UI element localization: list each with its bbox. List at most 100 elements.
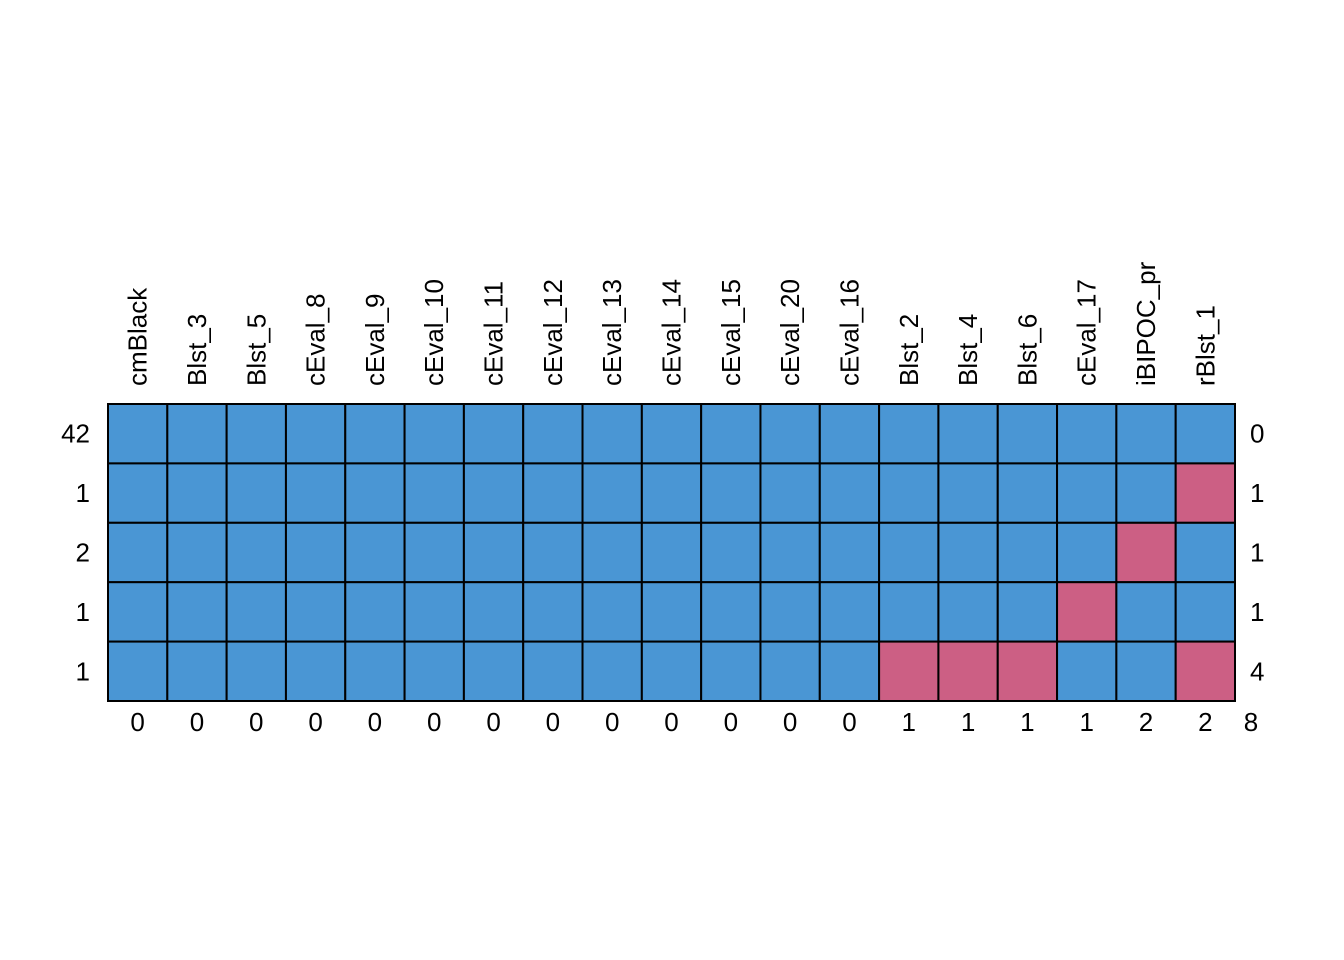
observed-cell <box>344 403 406 465</box>
observed-cell <box>166 521 228 584</box>
column-missing-total-label: 0 <box>368 707 382 737</box>
column-missing-total-label: 0 <box>605 707 619 737</box>
observed-cell <box>1115 462 1177 524</box>
observed-cell <box>581 462 643 524</box>
observed-cell <box>996 521 1059 584</box>
column-missing-total-labels: 0 0 0 0 0 0 0 0 0 0 0 0 0 1 1 1 1 2 2 <box>130 707 1212 737</box>
variable-label: cEval_9 <box>360 294 390 387</box>
missing-cell <box>996 640 1059 702</box>
observed-cell <box>937 462 999 524</box>
observed-cell <box>462 640 525 702</box>
column-missing-total-label: 0 <box>190 707 204 737</box>
observed-cell <box>581 640 643 702</box>
column-missing-total-label: 2 <box>1139 707 1153 737</box>
column-missing-total-label: 1 <box>961 707 975 737</box>
pattern-count-label: 1 <box>76 656 90 686</box>
observed-cell <box>878 462 940 524</box>
observed-cell <box>1174 521 1236 584</box>
variable-label: cmBlack <box>123 287 153 386</box>
observed-cell <box>818 521 881 584</box>
observed-cell <box>522 462 584 524</box>
missing-cell <box>1174 640 1236 702</box>
total-missing-label: 8 <box>1244 707 1258 737</box>
observed-cell <box>166 581 228 643</box>
observed-cell <box>403 521 465 584</box>
observed-cell <box>878 581 940 643</box>
observed-cell <box>1056 403 1118 465</box>
pattern-count-label: 2 <box>76 538 90 568</box>
observed-cell <box>640 403 703 465</box>
column-missing-total-label: 0 <box>130 707 144 737</box>
observed-cell <box>462 403 525 465</box>
observed-cell <box>284 640 347 702</box>
variable-label: Blst_5 <box>241 314 271 386</box>
variable-label: cEval_8 <box>301 294 331 387</box>
variable-label: cEval_20 <box>775 279 805 386</box>
observed-cell <box>522 640 584 702</box>
column-missing-total-label: 0 <box>249 707 263 737</box>
observed-cell <box>640 581 703 643</box>
variable-label: cEval_14 <box>657 279 687 386</box>
observed-cell <box>1056 462 1118 524</box>
observed-cell <box>581 403 643 465</box>
observed-cell <box>818 462 881 524</box>
observed-cell <box>878 403 940 465</box>
row-missing-count-label: 1 <box>1250 538 1264 568</box>
observed-cell <box>759 403 821 465</box>
observed-cell <box>700 640 762 702</box>
observed-cell <box>878 521 940 584</box>
variable-label: iBIPOC_pr <box>1131 261 1161 386</box>
observed-cell <box>996 462 1059 524</box>
observed-cell <box>403 462 465 524</box>
observed-cell <box>937 581 999 643</box>
variable-label: cEval_13 <box>597 279 627 386</box>
observed-cell <box>462 521 525 584</box>
column-missing-total-label: 0 <box>546 707 560 737</box>
observed-cell <box>581 581 643 643</box>
observed-cell <box>522 403 584 465</box>
observed-cell <box>225 640 287 702</box>
column-missing-total-label: 1 <box>902 707 916 737</box>
observed-cell <box>818 403 881 465</box>
observed-cell <box>403 403 465 465</box>
observed-cell <box>166 403 228 465</box>
observed-cell <box>344 640 406 702</box>
observed-cell <box>1056 521 1118 584</box>
pattern-count-label: 42 <box>61 419 90 449</box>
observed-cell <box>640 521 703 584</box>
observed-cell <box>700 521 762 584</box>
observed-cell <box>996 403 1059 465</box>
row-missing-count-labels: 0 1 1 1 4 <box>1250 419 1264 687</box>
observed-cell <box>344 521 406 584</box>
observed-cell <box>225 581 287 643</box>
observed-cell <box>640 640 703 702</box>
observed-cell <box>581 521 643 584</box>
observed-cell <box>107 403 169 465</box>
variable-labels: cmBlack Blst_3 Blst_5 cEval_8 cEval_9 cEval_1… <box>123 261 1221 386</box>
observed-cell <box>1115 581 1177 643</box>
observed-cell <box>225 521 287 584</box>
pattern-count-labels: 42 1 2 1 1 <box>61 419 90 687</box>
observed-cell <box>284 403 347 465</box>
observed-cell <box>700 403 762 465</box>
observed-cell <box>107 581 169 643</box>
column-missing-total-label: 1 <box>1020 707 1034 737</box>
variable-label: cEval_10 <box>419 279 449 386</box>
column-missing-total-label: 0 <box>664 707 678 737</box>
observed-cell <box>284 462 347 524</box>
observed-cell <box>759 640 821 702</box>
column-missing-total-label: 0 <box>486 707 500 737</box>
observed-cell <box>166 462 228 524</box>
observed-cell <box>403 581 465 643</box>
observed-cell <box>344 581 406 643</box>
observed-cell <box>700 462 762 524</box>
row-missing-count-label: 1 <box>1250 597 1264 627</box>
missing-cell <box>1174 462 1236 524</box>
missing-cell <box>878 640 940 702</box>
variable-label: cEval_12 <box>538 279 568 386</box>
missing-cell <box>1115 521 1177 584</box>
observed-cell <box>225 403 287 465</box>
observed-cell <box>522 521 584 584</box>
variable-label: Blst_2 <box>894 314 924 386</box>
